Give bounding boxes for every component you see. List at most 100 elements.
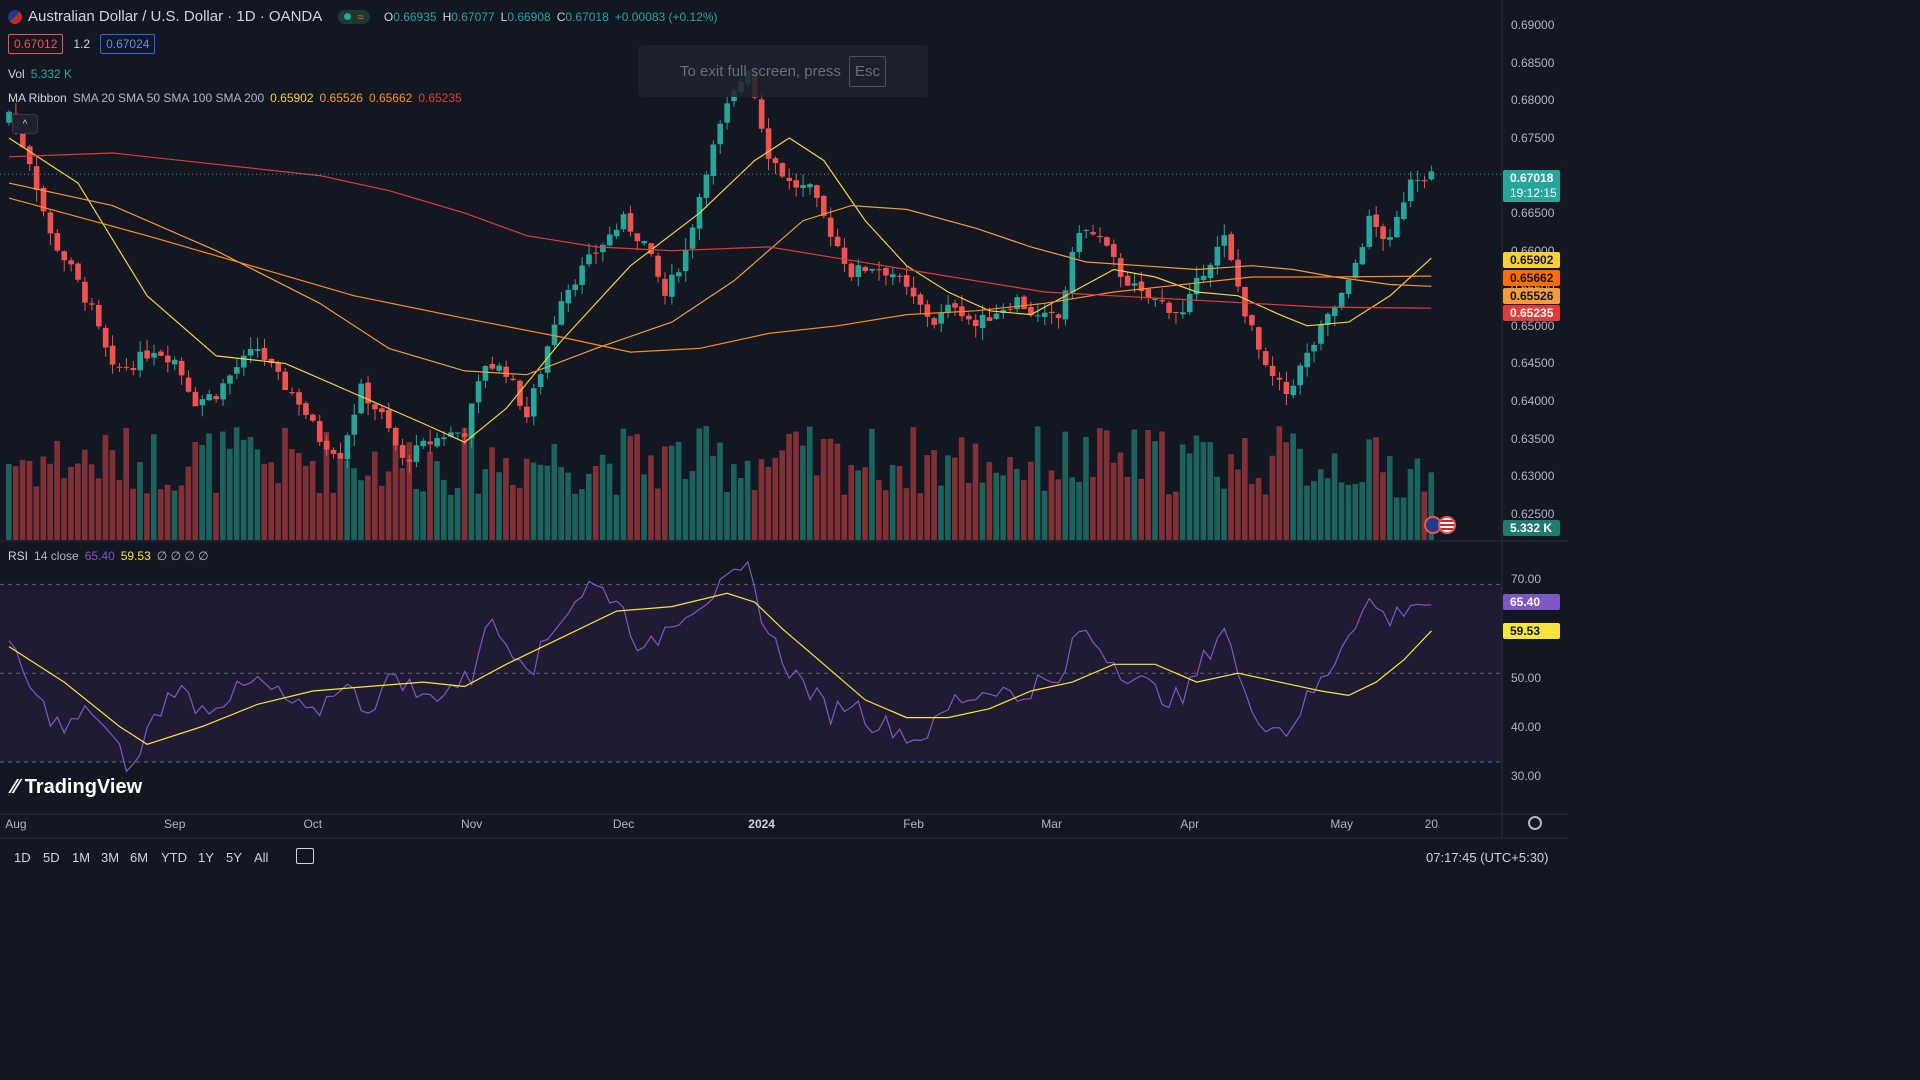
- volume-bar: [47, 463, 54, 540]
- rsi-axis-30: 30.00: [1511, 769, 1542, 783]
- chart-settings-icon[interactable]: [1528, 816, 1542, 830]
- spread-value: 1.2: [73, 37, 91, 51]
- volume-bar: [88, 464, 95, 540]
- volume-bar: [226, 448, 233, 540]
- volume-bar: [724, 491, 730, 540]
- candle-body: [330, 449, 337, 454]
- candle-body: [254, 349, 261, 351]
- volume-bar: [558, 467, 564, 540]
- candle-body: [1083, 229, 1089, 231]
- candle-body: [192, 391, 199, 407]
- candle-body: [524, 406, 530, 418]
- timeframe-button-ytd[interactable]: YTD: [161, 850, 187, 865]
- volume-bar: [420, 491, 426, 540]
- timeframe-button-1y[interactable]: 1Y: [198, 850, 214, 865]
- symbol-title[interactable]: Australian Dollar / U.S. Dollar · 1D · O…: [28, 8, 323, 25]
- volume-bar: [986, 462, 993, 540]
- last-price-value: 0.67018: [1510, 171, 1554, 185]
- timeframe-button-5y[interactable]: 5Y: [226, 850, 242, 865]
- time-axis-label: May: [1330, 817, 1353, 831]
- country-flags-icon[interactable]: [1424, 516, 1456, 534]
- candle-body: [1394, 217, 1400, 238]
- sma-line-sma50: [8, 182, 1432, 376]
- sell-price-button[interactable]: 0.67012: [8, 34, 64, 54]
- rsi-ma-line: [8, 592, 1432, 745]
- candle-body: [1401, 202, 1407, 220]
- volume-bar: [572, 493, 578, 540]
- candle-body: [213, 396, 219, 400]
- timeframe-button-3m[interactable]: 3M: [101, 850, 120, 865]
- price-axis-tick: 0.66500: [1511, 206, 1555, 221]
- volume-bar: [6, 463, 12, 540]
- volume-bar: [1317, 469, 1324, 540]
- candle-body: [468, 403, 475, 439]
- candle-body: [296, 392, 302, 405]
- wave-icon: ≈: [357, 9, 364, 24]
- candle-body: [1028, 307, 1034, 316]
- candle-body: [965, 315, 972, 320]
- volume-bar: [606, 463, 613, 540]
- ma-ribbon-legend[interactable]: MA Ribbon SMA 20 SMA 50 SMA 100 SMA 200 …: [8, 91, 462, 105]
- candle-body: [455, 432, 461, 434]
- candle-body: [151, 353, 157, 358]
- collapse-legend-button[interactable]: ^: [12, 114, 38, 134]
- tv-logo-icon: ⁄⁄: [12, 776, 19, 798]
- candle-body: [1048, 311, 1055, 314]
- tradingview-logo[interactable]: ⁄⁄ TradingView: [12, 776, 142, 799]
- date-range-icon[interactable]: [296, 848, 314, 864]
- timeframe-button-6m[interactable]: 6M: [130, 850, 149, 865]
- volume-bar: [827, 438, 834, 540]
- ma-legend-sma20: 0.65902: [270, 91, 314, 105]
- volume-bar: [1007, 456, 1013, 540]
- timeframe-button-5d[interactable]: 5D: [43, 850, 60, 865]
- volume-bar: [378, 485, 385, 540]
- candle-body: [482, 365, 489, 381]
- volume-bar: [1311, 481, 1317, 540]
- volume-bar: [95, 478, 102, 540]
- chart-canvas[interactable]: [0, 0, 1568, 882]
- candle-body: [20, 126, 26, 148]
- volume-bar: [599, 454, 606, 540]
- candle-body: [275, 362, 282, 372]
- candle-body: [1097, 236, 1103, 238]
- volume-bar: [482, 469, 489, 540]
- timeframe-button-1d[interactable]: 1D: [14, 850, 31, 865]
- volume-bar: [468, 425, 475, 540]
- timeframe-button-all[interactable]: All: [254, 850, 269, 865]
- candle-body: [834, 236, 841, 247]
- candle-body: [945, 304, 951, 313]
- sma-line-sma20: [8, 137, 1432, 444]
- volume-bar: [544, 465, 551, 540]
- volume-bar: [1200, 442, 1207, 540]
- clock-label[interactable]: 07:17:45 (UTC+5:30): [1426, 850, 1549, 865]
- volume-bar: [102, 434, 109, 540]
- volume-legend[interactable]: Vol 5.332 K: [8, 67, 72, 81]
- candle-body: [1104, 237, 1110, 246]
- candle-body: [1055, 314, 1062, 319]
- market-status-badge[interactable]: ≈: [338, 9, 370, 24]
- rsi-legend-ma-value: 59.53: [120, 549, 151, 563]
- volume-bar: [551, 444, 558, 540]
- volume-bar: [1207, 442, 1214, 540]
- candle-body: [102, 327, 109, 348]
- volume-bar: [779, 450, 785, 540]
- timeframe-button-1m[interactable]: 1M: [72, 850, 91, 865]
- rsi-legend[interactable]: RSI 14 close 65.40 59.53 ∅ ∅ ∅ ∅: [8, 549, 209, 563]
- candle-body: [137, 351, 143, 371]
- candle-body: [544, 346, 551, 373]
- candle-body: [1111, 244, 1117, 257]
- buy-price-button[interactable]: 0.67024: [100, 34, 156, 54]
- candle-body: [1062, 290, 1069, 320]
- rsi-ma-value-box: 59.53: [1503, 623, 1560, 639]
- candle-body: [1276, 377, 1283, 380]
- volume-bar: [1069, 477, 1075, 540]
- volume-bar: [81, 449, 88, 540]
- volume-bar: [1255, 477, 1262, 540]
- volume-bar: [1096, 428, 1103, 540]
- volume-bar: [316, 493, 323, 540]
- volume-bar: [1110, 462, 1117, 540]
- volume-bar: [1297, 448, 1303, 540]
- candle-body: [890, 274, 896, 278]
- volume-bar: [385, 471, 392, 540]
- volume-bar: [641, 474, 647, 540]
